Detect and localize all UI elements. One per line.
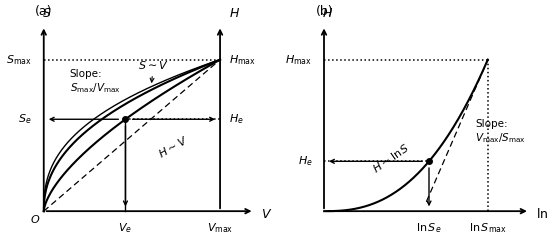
Text: $V_e$: $V_e$ xyxy=(118,222,133,235)
Text: $\ln S_e$: $\ln S_e$ xyxy=(416,222,442,235)
Text: $\ln S$: $\ln S$ xyxy=(536,207,550,221)
Text: $H_e$: $H_e$ xyxy=(229,112,244,126)
Text: $H_e$: $H_e$ xyxy=(298,154,312,168)
Text: $H_{\rm max}$: $H_{\rm max}$ xyxy=(285,53,312,67)
Text: $S_e$: $S_e$ xyxy=(19,112,32,126)
Text: $V_{\rm max}$: $V_{\rm max}$ xyxy=(207,222,233,235)
Text: $S_{\rm max}$: $S_{\rm max}$ xyxy=(6,53,32,67)
Text: $O$: $O$ xyxy=(30,213,40,225)
Text: $H$: $H$ xyxy=(229,7,240,20)
Text: (b): (b) xyxy=(316,5,333,18)
Text: $H_{\rm max}$: $H_{\rm max}$ xyxy=(229,53,256,67)
Text: (a): (a) xyxy=(35,5,53,18)
Text: $\ln S_{\rm max}$: $\ln S_{\rm max}$ xyxy=(469,222,507,235)
Text: $H{\sim}V$: $H{\sim}V$ xyxy=(156,134,190,160)
Text: $S$: $S$ xyxy=(42,7,52,20)
Text: $H$: $H$ xyxy=(322,7,333,20)
Text: Slope:
$S_{\rm max}/V_{\rm max}$: Slope: $S_{\rm max}/V_{\rm max}$ xyxy=(69,69,120,95)
Text: $H{\sim}\ln S$: $H{\sim}\ln S$ xyxy=(370,141,412,175)
Text: $S{\sim}V$: $S{\sim}V$ xyxy=(138,59,169,82)
Text: Slope:
$V_{\rm max}/S_{\rm max}$: Slope: $V_{\rm max}/S_{\rm max}$ xyxy=(475,119,526,144)
Text: $V$: $V$ xyxy=(261,208,272,220)
